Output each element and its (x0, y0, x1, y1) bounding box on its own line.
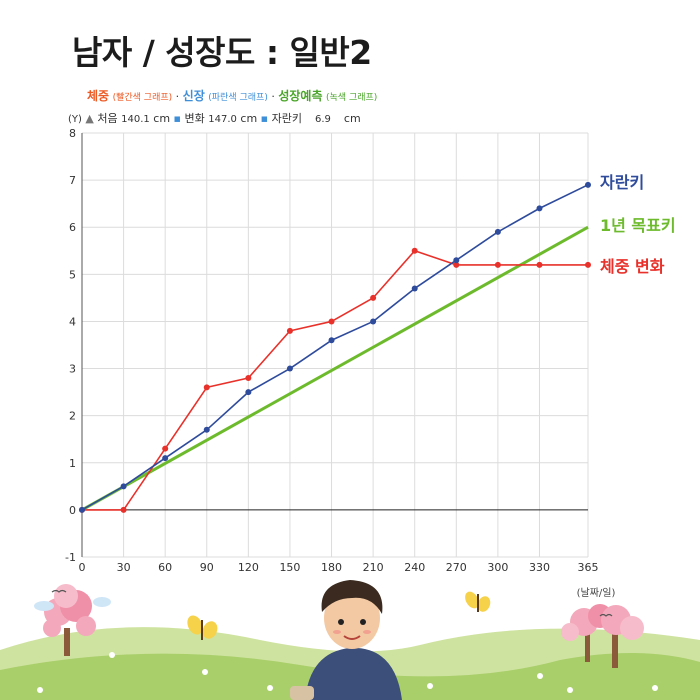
series-label: 체중 변화 (600, 257, 665, 276)
data-point (286, 365, 293, 372)
cherry-trees-right (561, 604, 644, 668)
legend-separator: · (271, 90, 275, 103)
changed-height-value: 147.0 (208, 114, 237, 125)
y-axis-marker: (Y) (68, 114, 82, 125)
x-tick-label: 210 (363, 561, 384, 574)
bird-icon (51, 589, 613, 617)
x-tick-label: 270 (446, 561, 467, 574)
data-point (411, 247, 418, 254)
data-point (328, 318, 335, 325)
x-tick-label: 30 (117, 561, 131, 574)
height-stats: (Y) ▲ 처음 140.1 cm ▪ 변화 147.0 cm ▪ 자란키 6.… (68, 110, 361, 126)
series-line (81, 225, 589, 512)
data-point (494, 228, 501, 235)
series-label: 1년 목표키 (600, 216, 676, 235)
growth-value: 6.9 (315, 114, 331, 125)
initial-height-value: 140.1 (121, 114, 150, 125)
data-point (370, 318, 377, 325)
data-point (536, 205, 543, 212)
data-point (203, 426, 210, 433)
legend-separator: · (175, 90, 180, 103)
y-tick-label: 8 (69, 127, 76, 140)
height-legend-label: 신장 (182, 89, 205, 103)
bullet-icon: ▪ (173, 112, 182, 125)
series-line (82, 249, 588, 511)
data-point (585, 181, 591, 188)
prediction-legend-label: 성장예측 (278, 89, 323, 103)
data-point (453, 261, 460, 268)
page-title: 남자 / 성장도 : 일반2 (72, 33, 372, 72)
butterfly-icon (187, 615, 218, 640)
data-point (245, 389, 252, 396)
data-point (203, 384, 210, 391)
prediction-legend-note: (녹색 그래프) (326, 93, 378, 103)
x-tick-label: 300 (487, 561, 508, 574)
data-point (120, 506, 127, 513)
changed-height-unit: cm (240, 112, 258, 125)
boy-character (290, 580, 402, 700)
y-tick-label: 4 (69, 315, 76, 328)
butterfly-icon (465, 591, 491, 612)
x-tick-label: 60 (158, 561, 172, 574)
up-arrow-icon: ▲ (85, 112, 94, 125)
x-tick-label: 120 (238, 561, 259, 574)
y-tick-label: 1 (69, 457, 76, 470)
series-label: 자란키 (600, 173, 644, 192)
x-tick-label: 150 (279, 561, 300, 574)
x-tick-label: 90 (200, 561, 214, 574)
weight-legend-label: 체중 (87, 89, 110, 103)
cherry-tree-left (43, 584, 96, 656)
data-point (79, 506, 85, 513)
x-unit-label: (날짜/일) (577, 587, 616, 599)
flower-dots (37, 652, 658, 693)
x-tick-label: 240 (404, 561, 425, 574)
data-point (453, 257, 460, 264)
data-point (328, 337, 335, 344)
y-tick-label: 7 (69, 174, 76, 187)
height-legend-note: (파란색 그래프) (208, 93, 268, 103)
data-point (536, 261, 543, 268)
data-point (585, 261, 591, 268)
series-line (81, 184, 589, 511)
y-tick-label: 3 (69, 363, 76, 376)
x-tick-label: 0 (79, 561, 86, 574)
x-tick-label: 180 (321, 561, 342, 574)
initial-height-unit: cm (153, 112, 171, 125)
data-point (120, 483, 127, 490)
x-tick-label: 365 (578, 561, 599, 574)
growth-label: 자란키 (271, 112, 303, 125)
changed-height-label: 변화 (184, 112, 205, 125)
y-tick-label: 2 (69, 410, 76, 423)
y-tick-label: 6 (69, 221, 76, 234)
data-point (162, 455, 169, 462)
y-tick-label: 0 (69, 504, 76, 517)
initial-height-label: 처음 (97, 112, 118, 125)
bullet-icon: ▪ (260, 112, 269, 125)
y-tick-label: 5 (69, 268, 76, 281)
growth-unit: cm (343, 112, 361, 125)
y-tick-label: -1 (65, 551, 76, 564)
weight-legend-note: (빨간색 그래프) (112, 93, 173, 103)
graph-legend-line: 체중 (빨간색 그래프) · 신장 (파란색 그래프) · 성장예측 (녹색 그… (87, 87, 377, 104)
data-point (162, 445, 169, 452)
cloud-icon (34, 597, 111, 611)
data-point (286, 327, 293, 334)
data-point (411, 285, 418, 292)
data-point (245, 374, 252, 381)
data-point (494, 261, 501, 268)
data-point (370, 294, 377, 301)
x-tick-label: 330 (529, 561, 550, 574)
